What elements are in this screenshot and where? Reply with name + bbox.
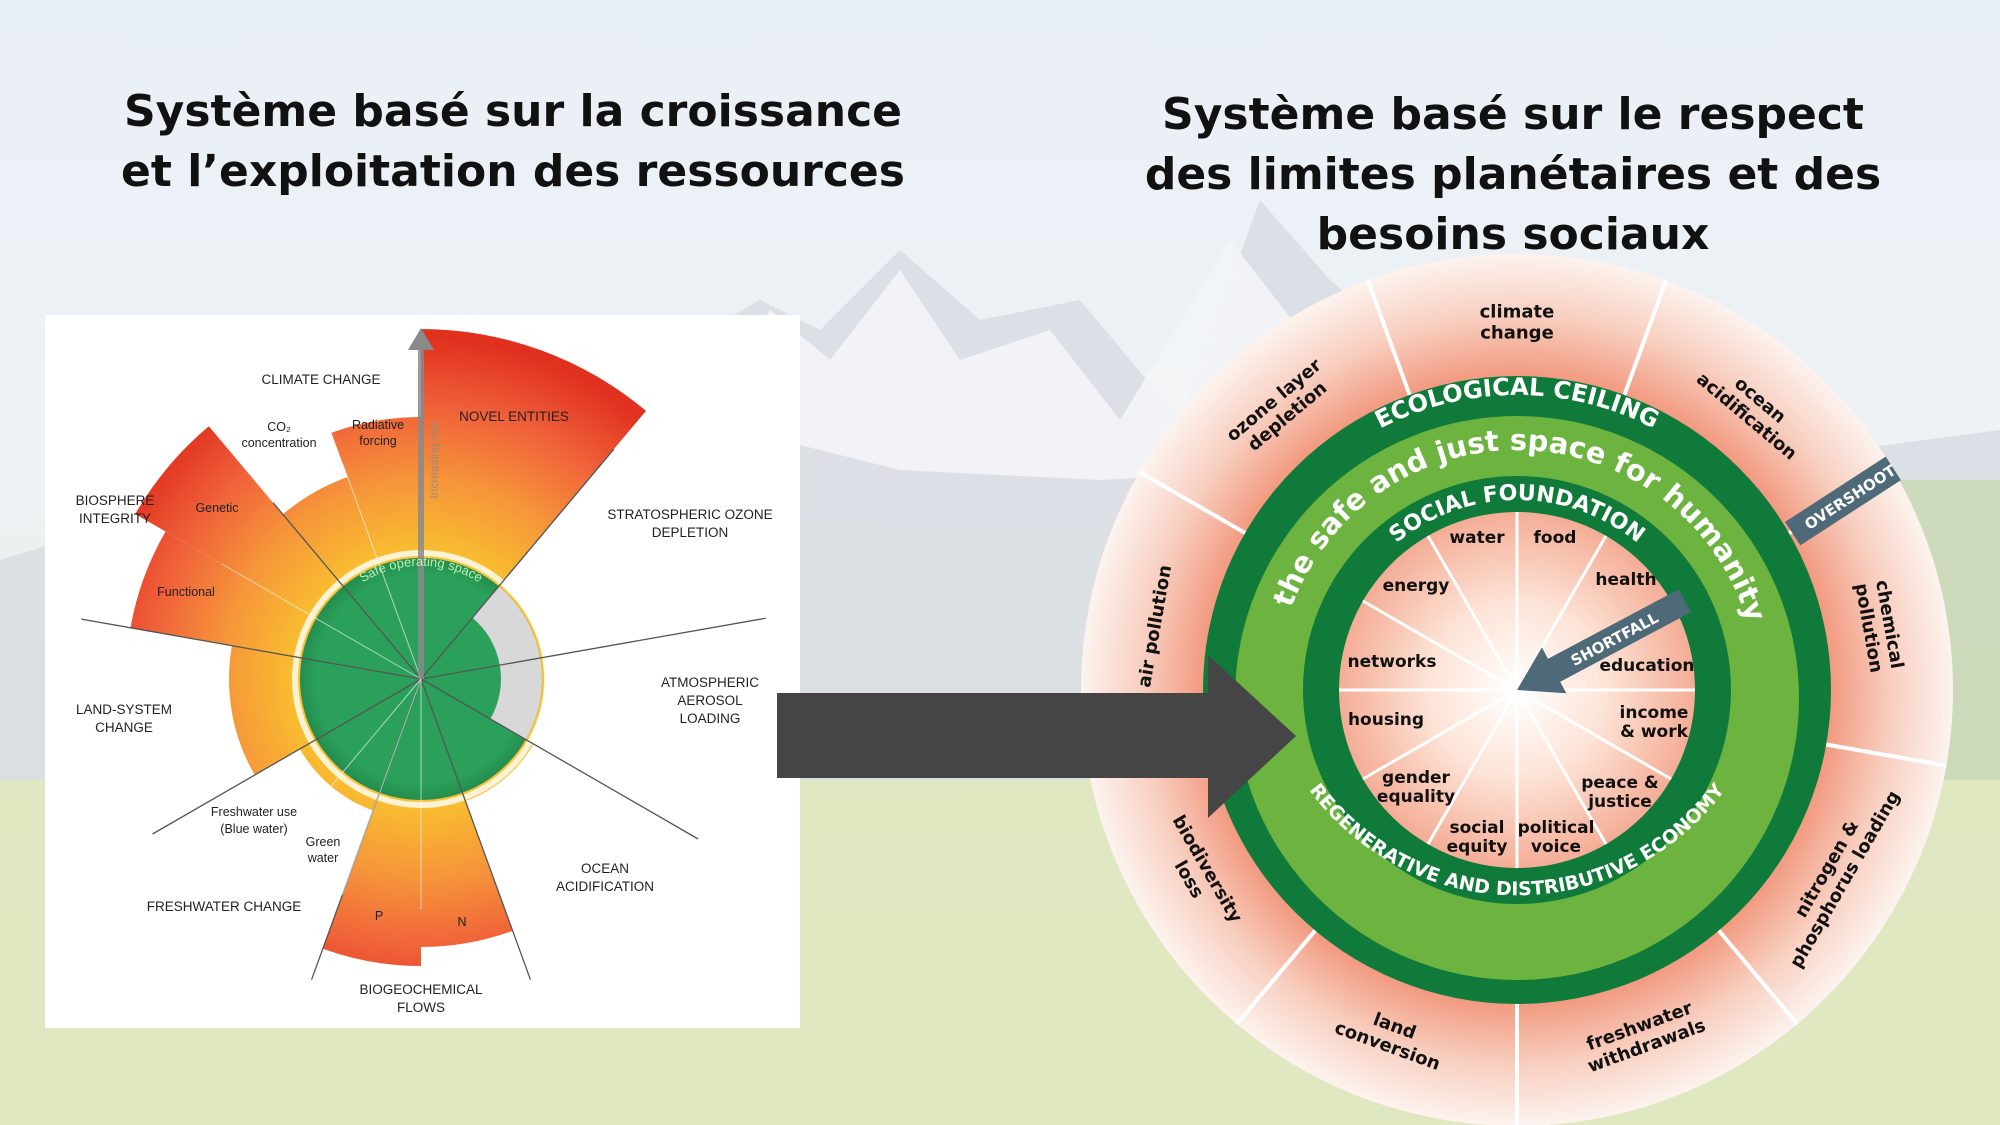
- label-radiative-forcing: Radiative: [352, 418, 404, 432]
- right-title-line: Système basé sur le respect: [1162, 89, 1864, 140]
- label-genetic: Genetic: [195, 501, 238, 515]
- label-functional: Functional: [157, 585, 215, 599]
- label-biogeochemical: FLOWS: [397, 1000, 445, 1015]
- label-land-system: LAND-SYSTEM: [76, 702, 172, 717]
- label-aerosol: AEROSOL: [677, 693, 743, 708]
- right-title: Système basé sur le respect des limites …: [1145, 85, 1881, 265]
- label-radiative-forcing: forcing: [359, 434, 397, 448]
- left-title-line: et l’exploitation des ressources: [121, 146, 905, 197]
- divider-line: [152, 678, 422, 835]
- label-biosphere: INTEGRITY: [79, 511, 151, 526]
- label-biogeochemical: BIOGEOCHEMICAL: [359, 982, 483, 997]
- right-title-line: besoins sociaux: [1316, 209, 1710, 260]
- divider-line: [420, 617, 766, 680]
- label-phosphorus: P: [375, 909, 383, 923]
- divider-line: [420, 678, 532, 980]
- label-aerosol: LOADING: [680, 711, 741, 726]
- divider-line: [272, 502, 422, 680]
- label-aerosol: ATMOSPHERIC: [661, 675, 759, 690]
- label-blue-water: Freshwater use: [211, 805, 297, 819]
- label-land-system: CHANGE: [95, 720, 153, 735]
- divider-line: [420, 448, 615, 680]
- label-green-water: Green: [306, 835, 341, 849]
- label-ocean: ACIDIFICATION: [556, 879, 654, 894]
- label-ozone: DEPLETION: [652, 525, 729, 540]
- boundary-dividers: [81, 448, 766, 980]
- left-title-line: Système basé sur la croissance: [123, 86, 903, 137]
- label-climate-change: CLIMATE CHANGE: [261, 372, 380, 387]
- label-ozone: STRATOSPHERIC OZONE: [607, 507, 772, 522]
- unknown-boundary: [472, 586, 542, 740]
- label-freshwater-change: FRESHWATER CHANGE: [147, 899, 302, 914]
- increasing-risk-arrow: Increasing risk: [408, 328, 441, 679]
- label-novel-entities: NOVEL ENTITIES: [459, 409, 569, 424]
- left-title: Système basé sur la croissance et l’expl…: [121, 82, 905, 202]
- label-co2: concentration: [241, 436, 316, 450]
- label-ocean: OCEAN: [581, 861, 629, 876]
- divider-line: [420, 678, 699, 840]
- label-co2: CO₂: [267, 420, 291, 434]
- increasing-risk-label: Increasing risk: [427, 420, 441, 498]
- label-biosphere: BIOSPHERE: [76, 493, 155, 508]
- label-blue-water: (Blue water): [220, 822, 287, 836]
- right-title-line: des limites planétaires et des: [1144, 149, 1882, 200]
- label-green-water: water: [307, 851, 339, 865]
- label-nitrogen: N: [457, 915, 466, 929]
- planetary-boundaries-diagram: Increasing risk Safe operating space CLI…: [45, 315, 800, 1028]
- divider-line: [81, 618, 422, 680]
